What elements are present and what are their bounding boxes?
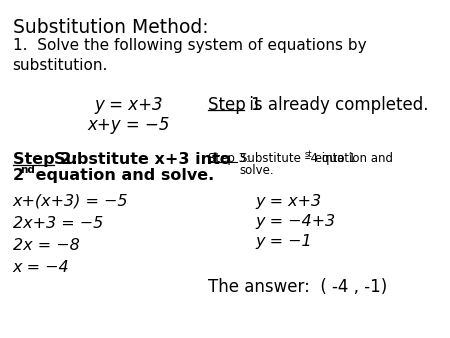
Text: solve.: solve. <box>240 164 274 177</box>
Text: y = x+3: y = x+3 <box>94 96 162 114</box>
Text: is already completed.: is already completed. <box>244 96 429 114</box>
Text: Substitute x+3 into: Substitute x+3 into <box>54 152 230 167</box>
Text: st: st <box>304 150 312 159</box>
Text: 2x+3 = −5: 2x+3 = −5 <box>13 216 103 231</box>
Text: 1.  Solve the following system of equations by
substitution.: 1. Solve the following system of equatio… <box>13 38 366 73</box>
Text: y = x+3: y = x+3 <box>255 194 321 209</box>
Text: Step 3:: Step 3: <box>207 152 253 165</box>
Text: equation and: equation and <box>310 152 392 165</box>
Text: equation and solve.: equation and solve. <box>31 168 215 183</box>
Text: 2x = −8: 2x = −8 <box>13 238 79 253</box>
Text: Substitution Method:: Substitution Method: <box>13 18 208 37</box>
Text: x+(x+3) = −5: x+(x+3) = −5 <box>13 194 128 209</box>
Text: 2: 2 <box>13 168 24 183</box>
Text: Step 1: Step 1 <box>207 96 261 114</box>
Text: y = −1: y = −1 <box>255 234 312 249</box>
Text: Substitute –4 into 1: Substitute –4 into 1 <box>240 152 356 165</box>
Text: x = −4: x = −4 <box>13 260 69 275</box>
Text: The answer:  ( -4 , -1): The answer: ( -4 , -1) <box>207 278 387 296</box>
Text: y = −4+3: y = −4+3 <box>255 214 335 229</box>
Text: nd: nd <box>21 165 36 175</box>
Text: Step 2:: Step 2: <box>13 152 77 167</box>
Text: x+y = −5: x+y = −5 <box>88 116 170 134</box>
